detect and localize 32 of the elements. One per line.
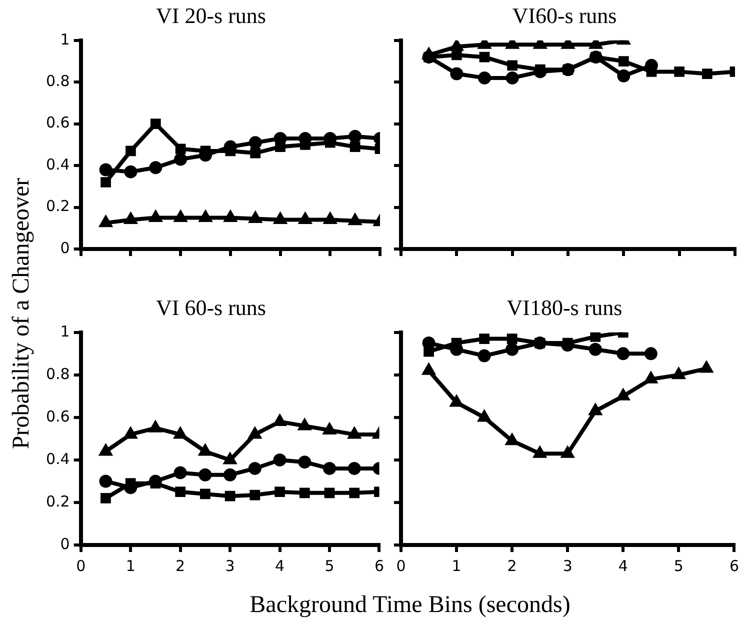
x-tick-label: 5 <box>674 556 684 575</box>
x-tick-label: 0 <box>396 556 406 575</box>
x-tick-label: 4 <box>274 556 285 575</box>
x-axis-title: Background Time Bins (seconds) <box>248 592 572 619</box>
y-axis-title: Probability of a Changeover <box>8 176 36 452</box>
y-tick-label: 0 <box>60 534 70 553</box>
x-tick-label: 3 <box>225 556 235 575</box>
chart-title: VI 20-s runs <box>156 2 266 28</box>
y-tick-label: 1 <box>60 30 70 48</box>
x-tick-label: 3 <box>562 556 572 575</box>
y-tick-label: 0.2 <box>46 492 70 510</box>
x-tick-label: 4 <box>618 556 628 575</box>
x-tick-label: 0 <box>76 556 86 575</box>
y-tick-label: 0.2 <box>46 197 70 216</box>
x-tick-label: 6 <box>729 556 739 575</box>
chart-title: VI180-s runs <box>506 294 622 320</box>
x-tick-label: 2 <box>507 556 517 575</box>
y-tick-label: 0.8 <box>46 364 70 383</box>
chart-title: VI60-s runs <box>512 2 617 28</box>
x-tick-label: 5 <box>324 556 334 575</box>
y-tick-label: 0.6 <box>46 114 70 132</box>
y-tick-label: 1 <box>60 322 70 340</box>
x-tick-label: 6 <box>374 556 384 575</box>
x-tick-label: 2 <box>176 556 186 575</box>
chart-title: VI 60-s runs <box>156 294 266 320</box>
y-tick-label: 0.4 <box>46 450 70 468</box>
y-tick-label: 0.6 <box>46 407 70 426</box>
y-tick-label: 0 <box>60 238 70 257</box>
y-tick-label: 0.4 <box>46 155 70 174</box>
x-tick-label: 1 <box>126 556 136 575</box>
y-tick-label: 0.8 <box>46 72 70 90</box>
x-tick-label: 1 <box>452 556 462 575</box>
